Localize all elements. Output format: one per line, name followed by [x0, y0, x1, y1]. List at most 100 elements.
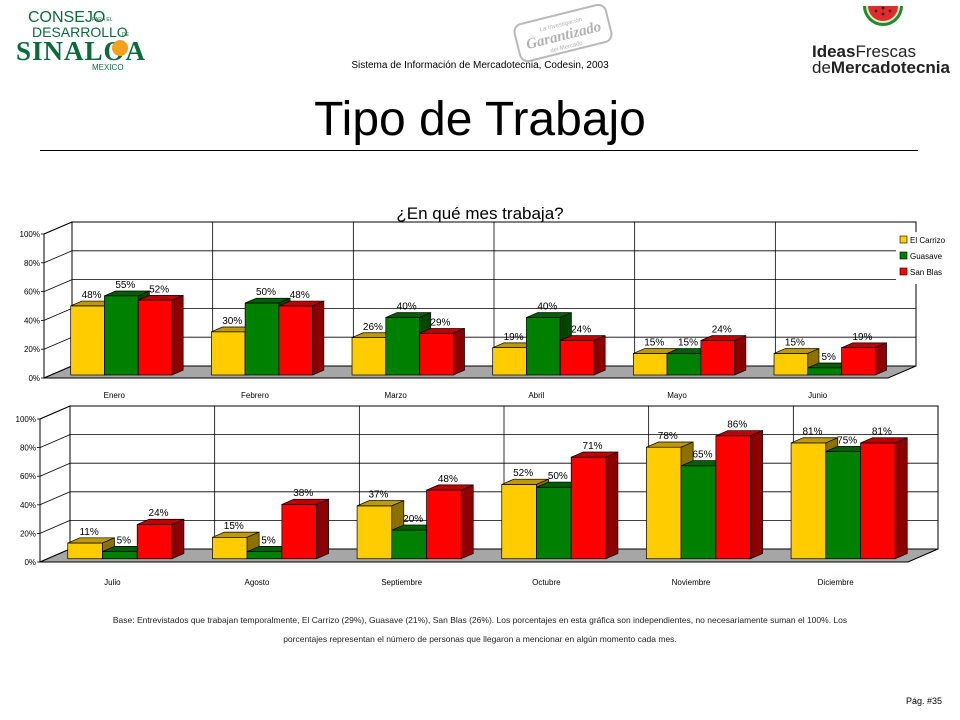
gridline-side: [43, 279, 73, 292]
bar: [356, 505, 393, 560]
footnote: Base: Entrevistados que trabajan tempora…: [70, 611, 890, 649]
bar: [426, 489, 462, 560]
category-label: Abril: [528, 391, 544, 400]
bar: [790, 442, 827, 560]
data-label: 86%: [727, 420, 747, 431]
bar-side: [171, 294, 184, 376]
data-label: 11%: [79, 527, 98, 538]
bar: [773, 353, 809, 376]
bar-side: [171, 518, 185, 560]
bar: [136, 524, 173, 560]
gridline-side: [39, 434, 71, 448]
data-label: 15%: [785, 338, 805, 349]
data-label: 37%: [368, 490, 388, 501]
page-title: Tipo de Trabajo: [314, 93, 646, 146]
title-divider: [40, 150, 918, 151]
bar-side: [750, 430, 763, 560]
bar-side: [874, 342, 887, 376]
data-label: 50%: [256, 287, 276, 298]
bar: [244, 302, 280, 376]
gridline-side: [43, 250, 73, 264]
bar: [385, 317, 420, 376]
bar: [501, 484, 537, 560]
quality-stamp: La Investigación Garantizado del Mercado: [513, 4, 613, 62]
bar: [570, 456, 607, 560]
y-tick-label: 40%: [20, 501, 36, 510]
codesin-logo: CONSEJO PARA EL DESARROLLO DE SINALOA ME…: [16, 9, 145, 72]
data-label: 5%: [117, 535, 132, 546]
legend-swatch: [899, 251, 908, 260]
gridline-side: [39, 462, 71, 477]
y-tick-label: 60%: [24, 288, 40, 297]
chart-2: 0% 20% 40% 60% 80% 100% 11% 5% 24% Julio 15% 5% 38% A…: [16, 405, 939, 587]
chart-1: 0% 20% 40% 60% 80% 100% 48% 55% 52% Enero 30% 50% 48…: [20, 221, 954, 400]
bar: [211, 331, 246, 376]
data-label: 50%: [548, 471, 568, 482]
y-tick-label: 20%: [24, 345, 40, 354]
data-label: 52%: [513, 468, 533, 479]
bar: [419, 332, 454, 376]
y-tick-label: 0%: [24, 558, 36, 567]
gridline-side: [43, 308, 73, 321]
category-label: Octubre: [532, 578, 561, 587]
data-label: 52%: [149, 284, 169, 295]
data-label: 5%: [261, 535, 276, 546]
category-label: Junio: [808, 391, 828, 400]
chart-title: ¿En qué mes trabaja?: [396, 204, 564, 223]
gridline-side: [43, 221, 73, 235]
logo-line4: MEXICO: [92, 63, 124, 72]
logo-de: de: [812, 58, 831, 77]
page-number: Pág. #35: [905, 696, 942, 706]
y-tick-label: 20%: [20, 529, 36, 538]
ideas-frescas-logo: IdeasFrescas deMercadotecnia: [808, 2, 958, 80]
bar-side: [734, 335, 747, 376]
bar: [700, 340, 735, 376]
data-label: 40%: [397, 302, 417, 313]
bar: [646, 446, 682, 560]
bar: [281, 504, 317, 560]
data-label: 24%: [712, 325, 732, 336]
bar: [807, 367, 842, 376]
bar-side: [593, 335, 606, 376]
bar-side: [316, 498, 329, 560]
gridline-side: [39, 491, 71, 506]
legend-swatch: [899, 267, 908, 276]
bar-side: [452, 327, 465, 376]
data-label: 19%: [504, 332, 524, 343]
data-label: 71%: [583, 441, 603, 452]
footnote-line1: Base: Entrevistados que trabajan tempora…: [112, 615, 848, 625]
logo-line2: DESARROLLO: [32, 24, 128, 40]
bar-side: [312, 300, 325, 376]
side-wall: [39, 405, 71, 563]
y-tick-label: 60%: [20, 472, 36, 481]
bar: [212, 536, 248, 560]
logo-line2-small: DE: [122, 32, 130, 38]
data-label: 75%: [837, 435, 857, 446]
data-label: 20%: [403, 514, 423, 525]
bar-side: [460, 484, 474, 560]
data-label: 81%: [802, 427, 822, 438]
data-label: 5%: [821, 352, 836, 363]
legend-label: Guasave: [910, 252, 943, 261]
legend-label: El Carrizo: [910, 236, 946, 245]
gridline-side: [39, 520, 71, 534]
bar: [633, 353, 668, 376]
data-label: 65%: [692, 450, 712, 461]
category-label: Marzo: [385, 391, 408, 400]
bar: [391, 529, 427, 560]
bar: [825, 451, 861, 560]
sun-icon: [112, 40, 128, 56]
data-label: 78%: [658, 431, 678, 442]
category-label: Febrero: [241, 391, 270, 400]
y-tick-label: 40%: [24, 316, 40, 325]
logo-frescas: Frescas: [855, 42, 916, 61]
legend-label: San Blas: [910, 268, 942, 277]
y-tick-label: 80%: [20, 444, 36, 453]
header-subtitle: Sistema de Información de Mercadotecnia,…: [351, 60, 609, 71]
bar: [860, 442, 896, 560]
data-label: 15%: [678, 338, 698, 349]
gridline-side: [43, 336, 73, 350]
category-label: Mayo: [667, 391, 687, 400]
data-label: 38%: [293, 488, 313, 499]
